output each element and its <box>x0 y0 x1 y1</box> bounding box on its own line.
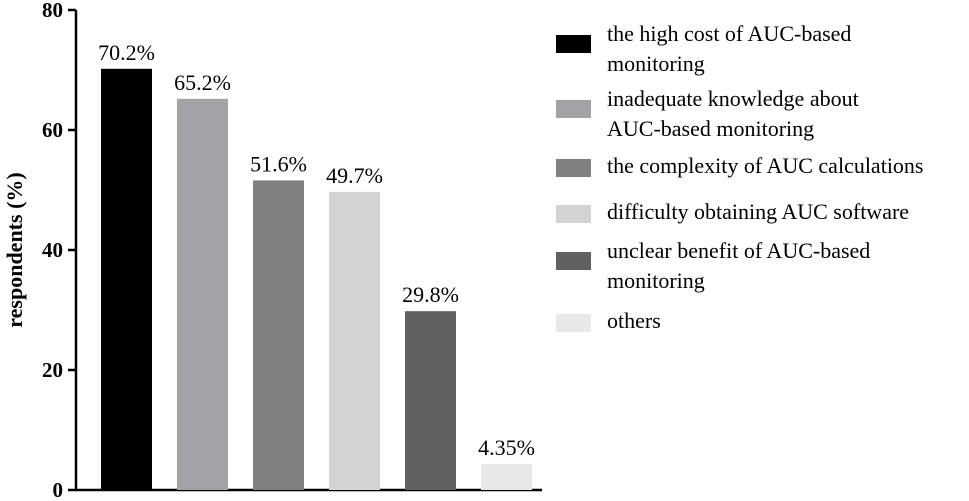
y-axis-label: respondents (%) <box>2 172 27 327</box>
bar <box>101 68 152 491</box>
legend: the high cost of AUC-based monitoring inad… <box>556 21 924 333</box>
bar <box>177 98 228 491</box>
data-label: 51.6% <box>250 151 307 176</box>
legend-swatch <box>556 100 591 118</box>
legend-swatch <box>556 252 591 270</box>
data-label: 4.35% <box>478 435 535 460</box>
legend-label: inadequate knowledge about <box>607 86 859 111</box>
legend-swatch <box>556 159 591 177</box>
legend-label: difficulty obtaining AUC software <box>607 199 909 224</box>
legend-label: the complexity of AUC calculations <box>607 153 924 178</box>
data-label: 49.7% <box>326 163 383 188</box>
legend-label: monitoring <box>607 51 705 76</box>
legend-label: AUC-based monitoring <box>607 116 814 141</box>
y-tick-label: 20 <box>42 358 63 382</box>
y-tick-label: 0 <box>53 478 64 501</box>
y-tick-label: 40 <box>42 238 63 262</box>
bar <box>481 463 532 490</box>
legend-label: monitoring <box>607 268 705 293</box>
bar <box>329 191 380 491</box>
data-label: 65.2% <box>174 70 231 95</box>
legend-label: others <box>607 308 661 333</box>
legend-swatch <box>556 314 591 332</box>
data-label: 29.8% <box>402 282 459 307</box>
axes: 0 20 40 60 80 <box>42 0 542 501</box>
y-tick-label: 80 <box>42 0 63 22</box>
legend-label: unclear benefit of AUC-based <box>607 238 870 263</box>
legend-swatch <box>556 205 591 223</box>
data-label: 70.2% <box>98 40 155 65</box>
legend-swatch <box>556 35 591 53</box>
bar <box>405 311 456 490</box>
legend-label: the high cost of AUC-based <box>607 21 851 46</box>
bar <box>253 180 304 490</box>
y-tick-label: 60 <box>42 118 63 142</box>
bars: 70.2% 65.2% 51.6% 49.7% 29.8% 4.35% <box>98 40 535 491</box>
